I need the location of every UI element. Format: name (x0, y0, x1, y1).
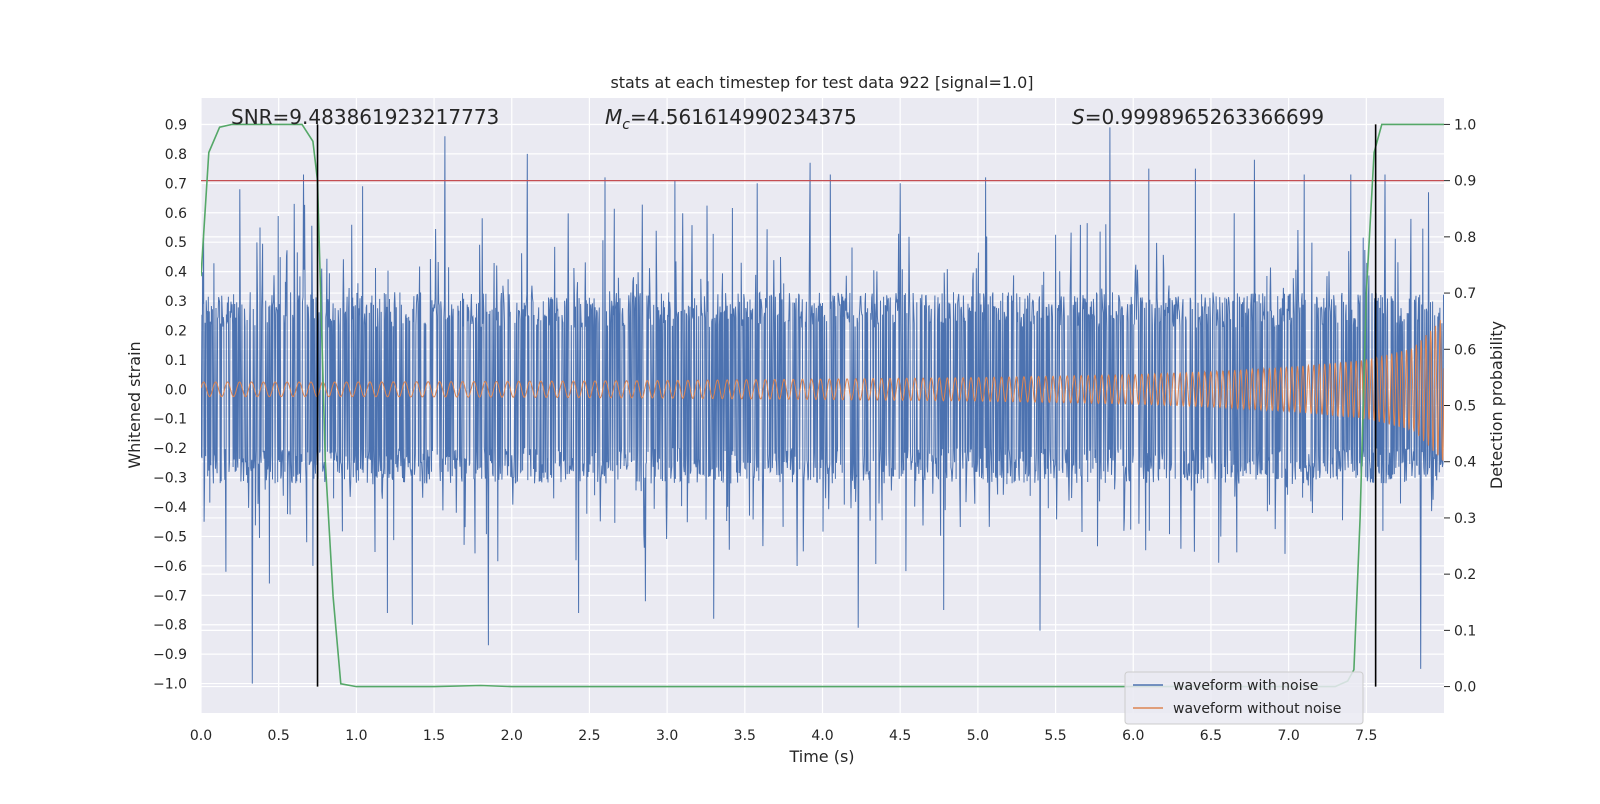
x-tick-label: 6.5 (1200, 728, 1222, 744)
chart-title: stats at each timestep for test data 922… (610, 73, 1033, 92)
y-tick-labels: 0.9 0.8 0.7 0.6 0.5 0.4 0.3 0.2 0.1 0.0 −0.1 −0.2 −0… (153, 117, 187, 692)
y-tick-label: −1.0 (153, 677, 187, 693)
x-tick-label: 7.5 (1355, 728, 1377, 744)
y-tick-label: −0.8 (153, 618, 187, 634)
y-tick-label: 0.7 (165, 176, 187, 192)
y-right-tick-label: 1.0 (1454, 117, 1476, 133)
y-tick-label: −0.4 (153, 500, 187, 516)
y-tick-label: 0.0 (165, 382, 187, 398)
x-axis-label: Time (s) (788, 747, 854, 766)
x-tick-label: 7.0 (1277, 728, 1299, 744)
y-tick-label: −0.7 (153, 588, 187, 604)
y-tick-label: 0.4 (165, 265, 187, 281)
y-right-tick-label: 0.8 (1454, 230, 1476, 246)
y-right-tick-label: 0.7 (1454, 286, 1476, 302)
x-tick-label: 0.5 (268, 728, 290, 744)
chirp-mass-subscript: c (622, 117, 630, 133)
y-tick-label: 0.1 (165, 353, 187, 369)
x-tick-label: 1.0 (345, 728, 367, 744)
legend-label-noisy: waveform with noise (1173, 678, 1318, 694)
legend-label-clean: waveform without noise (1173, 701, 1341, 717)
y-tick-label: 0.9 (165, 117, 187, 133)
marker-lines (316, 124, 1377, 687)
y-right-tick-labels: 1.0 0.9 0.8 0.7 0.6 0.5 0.4 0.3 0.2 0.1 0.0 (1444, 117, 1476, 696)
y-tick-label: −0.1 (153, 412, 187, 428)
plot-area (201, 123, 1444, 688)
y-right-tick-label: 0.2 (1454, 567, 1476, 583)
y-right-axis-label: Detection probability (1487, 321, 1506, 489)
series-waveform-with-noise (201, 127, 1444, 684)
y-right-tick-label: 0.9 (1454, 174, 1476, 190)
y-tick-label: 0.6 (165, 206, 187, 222)
y-right-tick-label: 0.5 (1454, 399, 1476, 415)
legend-box (1124, 671, 1364, 725)
chirp-mass-value: =4.561614990234375 (630, 105, 857, 129)
y-right-tick-label: 0.4 (1454, 455, 1476, 471)
y-tick-label: 0.5 (165, 235, 187, 251)
x-tick-label: 2.5 (578, 728, 600, 744)
y-tick-label: 0.8 (165, 147, 187, 163)
x-tick-label: 3.0 (656, 728, 678, 744)
chirp-mass-annotation: Mc=4.561614990234375 (605, 105, 857, 133)
series-waveform-without-noise (201, 319, 1444, 462)
x-tick-labels: 0.0 0.5 1.0 1.5 2.0 2.5 3.0 3.5 4.0 4.5 5.0 5.5 6.0 6… (190, 728, 1378, 744)
y-tick-label: −0.6 (153, 559, 187, 575)
y-axis-label: Whitened strain (125, 341, 144, 468)
score-annotation: S=0.9998965263366699 (1072, 105, 1324, 129)
y-tick-label: −0.2 (153, 441, 187, 457)
y-tick-label: −0.5 (153, 529, 187, 545)
x-tick-label: 6.0 (1122, 728, 1144, 744)
chirp-mass-symbol: M (605, 105, 622, 129)
y-tick-label: 0.3 (165, 294, 187, 310)
x-tick-label: 5.5 (1044, 728, 1066, 744)
x-tick-label: 4.5 (889, 728, 911, 744)
x-tick-label: 5.0 (967, 728, 989, 744)
x-tick-label: 0.0 (190, 728, 212, 744)
x-tick-label: 3.5 (734, 728, 756, 744)
score-value: =0.9998965263366699 (1085, 105, 1324, 129)
y-right-tick-label: 0.3 (1454, 511, 1476, 527)
y-tick-label: 0.2 (165, 323, 187, 339)
series-detection-probability (201, 123, 1444, 688)
x-tick-label: 1.5 (423, 728, 445, 744)
x-tick-label: 4.0 (811, 728, 833, 744)
y-right-tick-label: 0.0 (1454, 680, 1476, 696)
y-tick-label: −0.3 (153, 471, 187, 487)
score-symbol: S (1072, 105, 1085, 129)
y-right-tick-label: 0.6 (1454, 342, 1476, 358)
snr-annotation: SNR=9.483861923217773 (231, 105, 499, 129)
x-tick-label: 2.0 (501, 728, 523, 744)
y-right-tick-label: 0.1 (1454, 623, 1476, 639)
legend: waveform with noise waveform without noi… (1124, 671, 1364, 725)
y-tick-label: −0.9 (153, 647, 187, 663)
